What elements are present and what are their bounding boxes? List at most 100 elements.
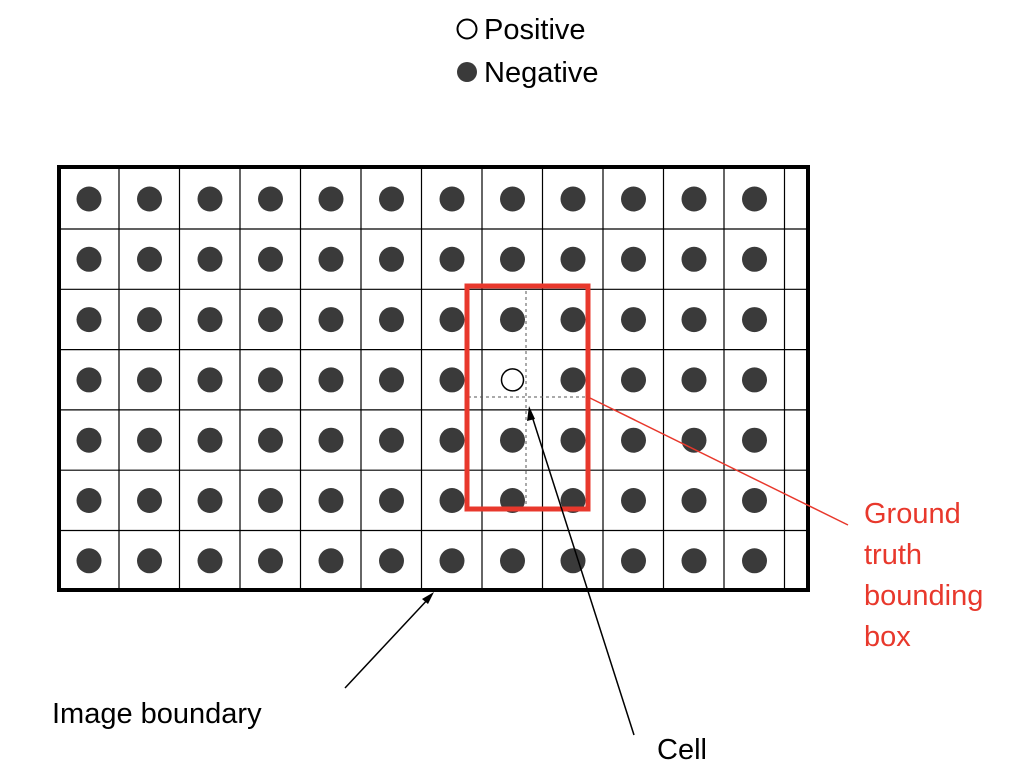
negative-dot [318,186,344,212]
image-boundary-arrow [344,596,431,689]
cell-arrow [530,412,635,736]
negative-dot [621,488,646,513]
ground-truth-label-line-4: box [864,621,911,653]
negative-dot [258,307,283,333]
negative-dot [681,548,707,574]
negative-dot [742,367,767,393]
negative-dot [621,186,646,212]
image-boundary-arrowhead [422,592,434,604]
negative-dot [258,367,283,393]
legend-positive-label: Positive [484,14,586,46]
negative-dot [379,186,404,212]
negative-dot [681,246,707,272]
legend: Positive Negative [456,14,598,89]
negative-dot [439,186,465,212]
negative-dot [560,307,586,333]
negative-dot [742,307,767,333]
negative-dot [681,186,707,212]
negative-dot [76,246,102,272]
negative-dot [560,186,586,212]
ground-truth-label-line-1: Ground [864,498,961,530]
ground-truth-label: Ground truth bounding box [864,498,983,653]
negative-dot [318,367,344,393]
negative-dot [137,307,162,333]
negative-dot [621,307,646,333]
negative-dot [560,548,586,574]
negative-dot [439,427,465,453]
negative-dot [379,548,404,574]
negative-dot [318,488,344,513]
negative-dot [742,246,767,272]
negative-dot [76,186,102,212]
negative-dot [621,367,646,393]
negative-dot [560,367,586,393]
negative-dot [379,307,404,333]
negative-dot [439,548,465,574]
negative-dot [621,427,646,453]
negative-dot [318,307,344,333]
negative-dot [76,488,102,513]
cell-arrowhead [527,406,535,421]
negative-dot [500,307,525,333]
negative-dot [258,186,283,212]
negative-dot [681,488,707,513]
negative-dot [137,488,162,513]
negative-dot [379,367,404,393]
negative-dot [197,427,223,453]
image-boundary [57,165,810,592]
negative-dot [137,186,162,212]
negative-dot [439,307,465,333]
negative-dot [439,488,465,513]
cell-dividers [468,285,588,510]
grid-lines [59,167,808,590]
negative-dot [500,186,525,212]
negative-dot [379,488,404,513]
image-boundary-label: Image boundary [52,698,262,730]
negative-dot [137,246,162,272]
negative-dot [560,427,586,453]
negative-dot [137,367,162,393]
ground-truth-label-line-3: bounding [864,580,983,612]
negative-dot [742,427,767,453]
negative-dot [137,427,162,453]
legend-negative-marker [457,62,477,82]
negative-dot [500,427,525,453]
negative-dot [439,246,465,272]
negative-dot [258,246,283,272]
negative-dot [742,186,767,212]
negative-dot [742,488,767,513]
ground-truth-leader-line [589,397,849,526]
negative-dot [137,548,162,574]
negative-dot [621,246,646,272]
legend-negative-label: Negative [484,57,598,89]
negative-dot [621,548,646,574]
annotations [344,397,849,736]
ground-truth-box [464,283,591,512]
negative-dot [439,367,465,393]
negative-dot [742,548,767,574]
negative-dot [258,488,283,513]
negative-dot [318,246,344,272]
negative-dot [197,246,223,272]
negative-dot [318,427,344,453]
negative-dot [681,367,707,393]
negative-dot [258,427,283,453]
negative-dot [76,367,102,393]
negative-dot [197,488,223,513]
negative-dot [500,246,525,272]
negative-dot [258,548,283,574]
negative-dot [318,548,344,574]
negative-dot [197,186,223,212]
negative-dot [76,427,102,453]
legend-positive-marker [456,18,478,40]
negative-dot [197,367,223,393]
negative-dot [197,307,223,333]
positive-dot [500,368,525,392]
cell-label: Cell [657,734,707,766]
negative-dot [76,307,102,333]
negative-dot [197,548,223,574]
negative-dot [379,427,404,453]
negative-dot [560,246,586,272]
negative-dot [681,307,707,333]
